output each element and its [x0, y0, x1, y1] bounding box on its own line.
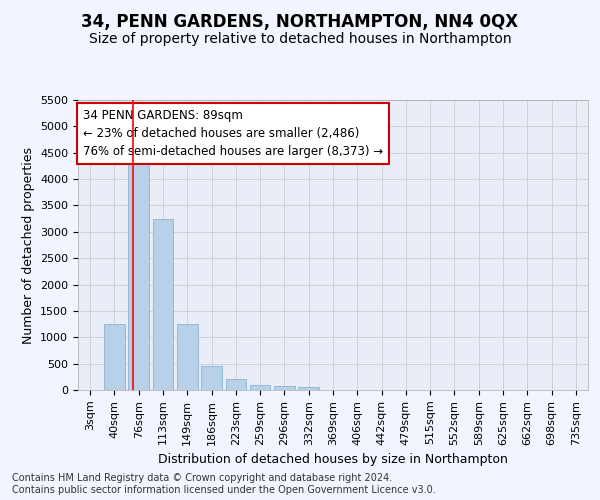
Bar	[128, 164, 149, 390]
Bar	[274, 386, 295, 390]
Bar	[177, 324, 197, 390]
Bar	[104, 324, 125, 390]
Text: 34 PENN GARDENS: 89sqm
← 23% of detached houses are smaller (2,486)
76% of semi-: 34 PENN GARDENS: 89sqm ← 23% of detached…	[83, 108, 383, 158]
Bar	[201, 366, 222, 390]
Bar	[152, 218, 173, 390]
Y-axis label: Number of detached properties: Number of detached properties	[22, 146, 35, 344]
Bar	[250, 384, 271, 390]
Bar	[298, 388, 319, 390]
Bar	[226, 380, 246, 390]
X-axis label: Distribution of detached houses by size in Northampton: Distribution of detached houses by size …	[158, 453, 508, 466]
Text: Size of property relative to detached houses in Northampton: Size of property relative to detached ho…	[89, 32, 511, 46]
Text: Contains HM Land Registry data © Crown copyright and database right 2024.
Contai: Contains HM Land Registry data © Crown c…	[12, 474, 436, 495]
Text: 34, PENN GARDENS, NORTHAMPTON, NN4 0QX: 34, PENN GARDENS, NORTHAMPTON, NN4 0QX	[82, 12, 518, 30]
